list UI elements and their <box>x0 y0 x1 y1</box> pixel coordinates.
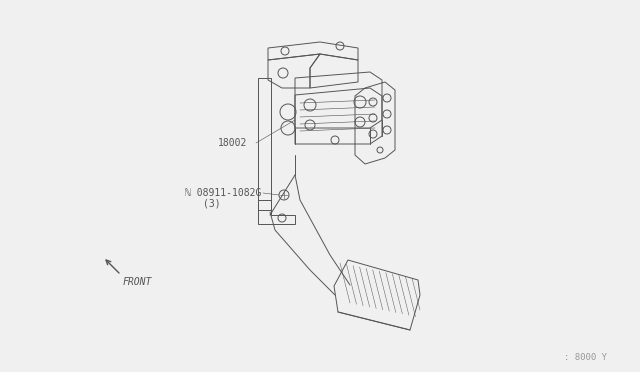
Text: FRONT: FRONT <box>123 277 152 287</box>
Text: 18002: 18002 <box>218 138 248 148</box>
Text: (3): (3) <box>203 199 221 209</box>
Text: : 8000 Y: : 8000 Y <box>564 353 607 362</box>
Text: ℕ 08911-1082G: ℕ 08911-1082G <box>185 188 261 198</box>
